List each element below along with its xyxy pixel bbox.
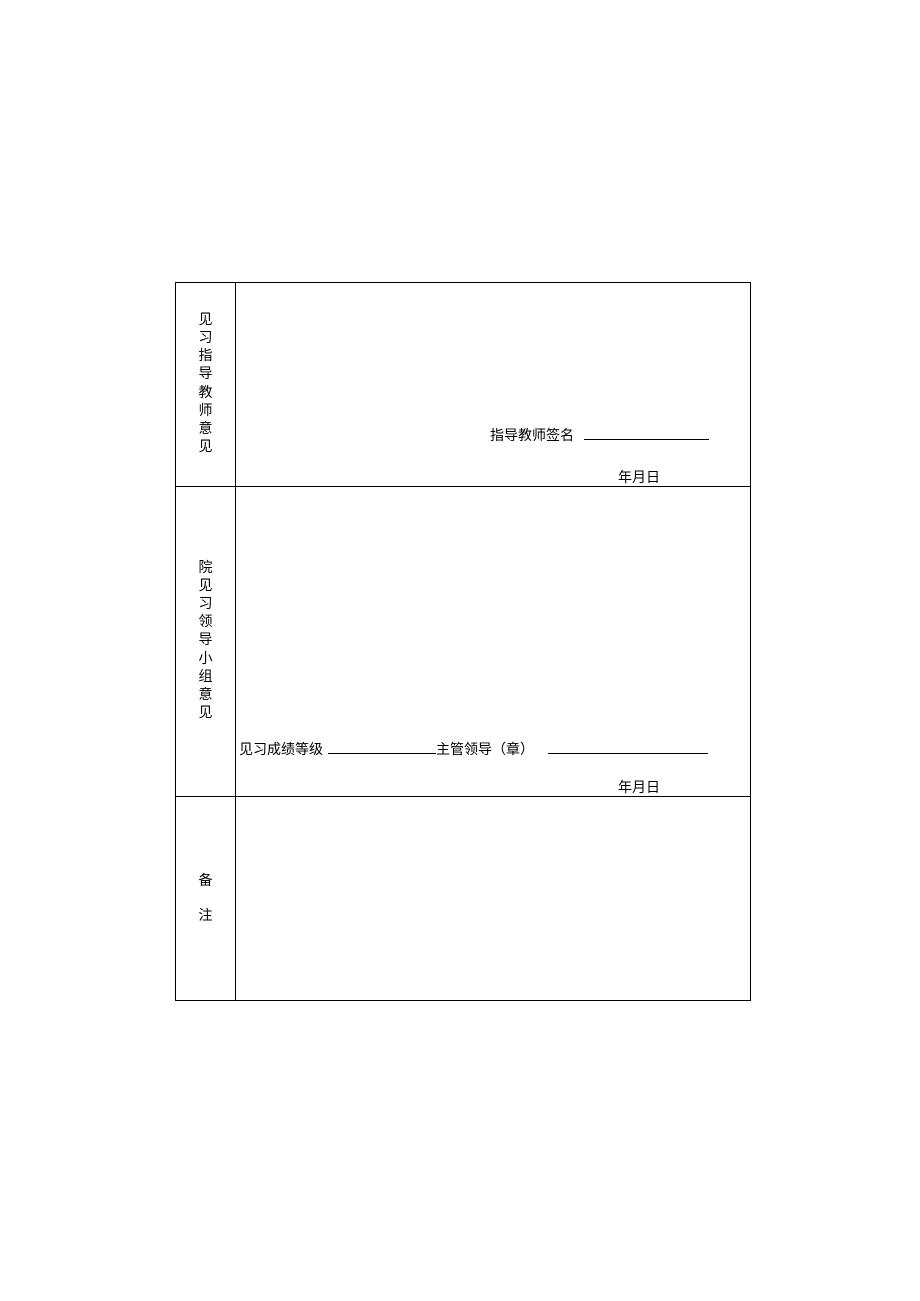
supervisor-label: 主管领导（章）: [436, 739, 534, 759]
teacher-date-text: 年月日: [618, 467, 660, 487]
teacher-opinion-label: 见习指导教师意见: [199, 312, 213, 458]
teacher-opinion-label-cell: 见习指导教师意见: [176, 283, 236, 487]
approval-form-table: 见习指导教师意见 指导教师签名 年月日 院见习领导小组意见 见习成绩等级 主管领…: [175, 282, 751, 1001]
remarks-label: 备注: [199, 864, 213, 934]
supervisor-underline: [548, 753, 708, 754]
committee-opinion-content-cell: 见习成绩等级 主管领导（章） 年月日: [236, 487, 751, 797]
committee-date-text: 年月日: [618, 777, 660, 797]
remarks-label-cell: 备注: [176, 797, 236, 1001]
teacher-signature-label: 指导教师签名: [490, 425, 574, 445]
committee-opinion-row: 院见习领导小组意见 见习成绩等级 主管领导（章） 年月日: [176, 487, 751, 797]
teacher-opinion-content-cell: 指导教师签名 年月日: [236, 283, 751, 487]
teacher-opinion-row: 见习指导教师意见 指导教师签名 年月日: [176, 283, 751, 487]
remarks-content-cell: [236, 797, 751, 1001]
committee-opinion-label-cell: 院见习领导小组意见: [176, 487, 236, 797]
remarks-row: 备注: [176, 797, 751, 1001]
teacher-signature-underline: [584, 439, 709, 440]
grade-label: 见习成绩等级: [239, 739, 323, 759]
committee-opinion-label: 院见习领导小组意见: [199, 560, 213, 724]
grade-underline: [328, 753, 436, 754]
